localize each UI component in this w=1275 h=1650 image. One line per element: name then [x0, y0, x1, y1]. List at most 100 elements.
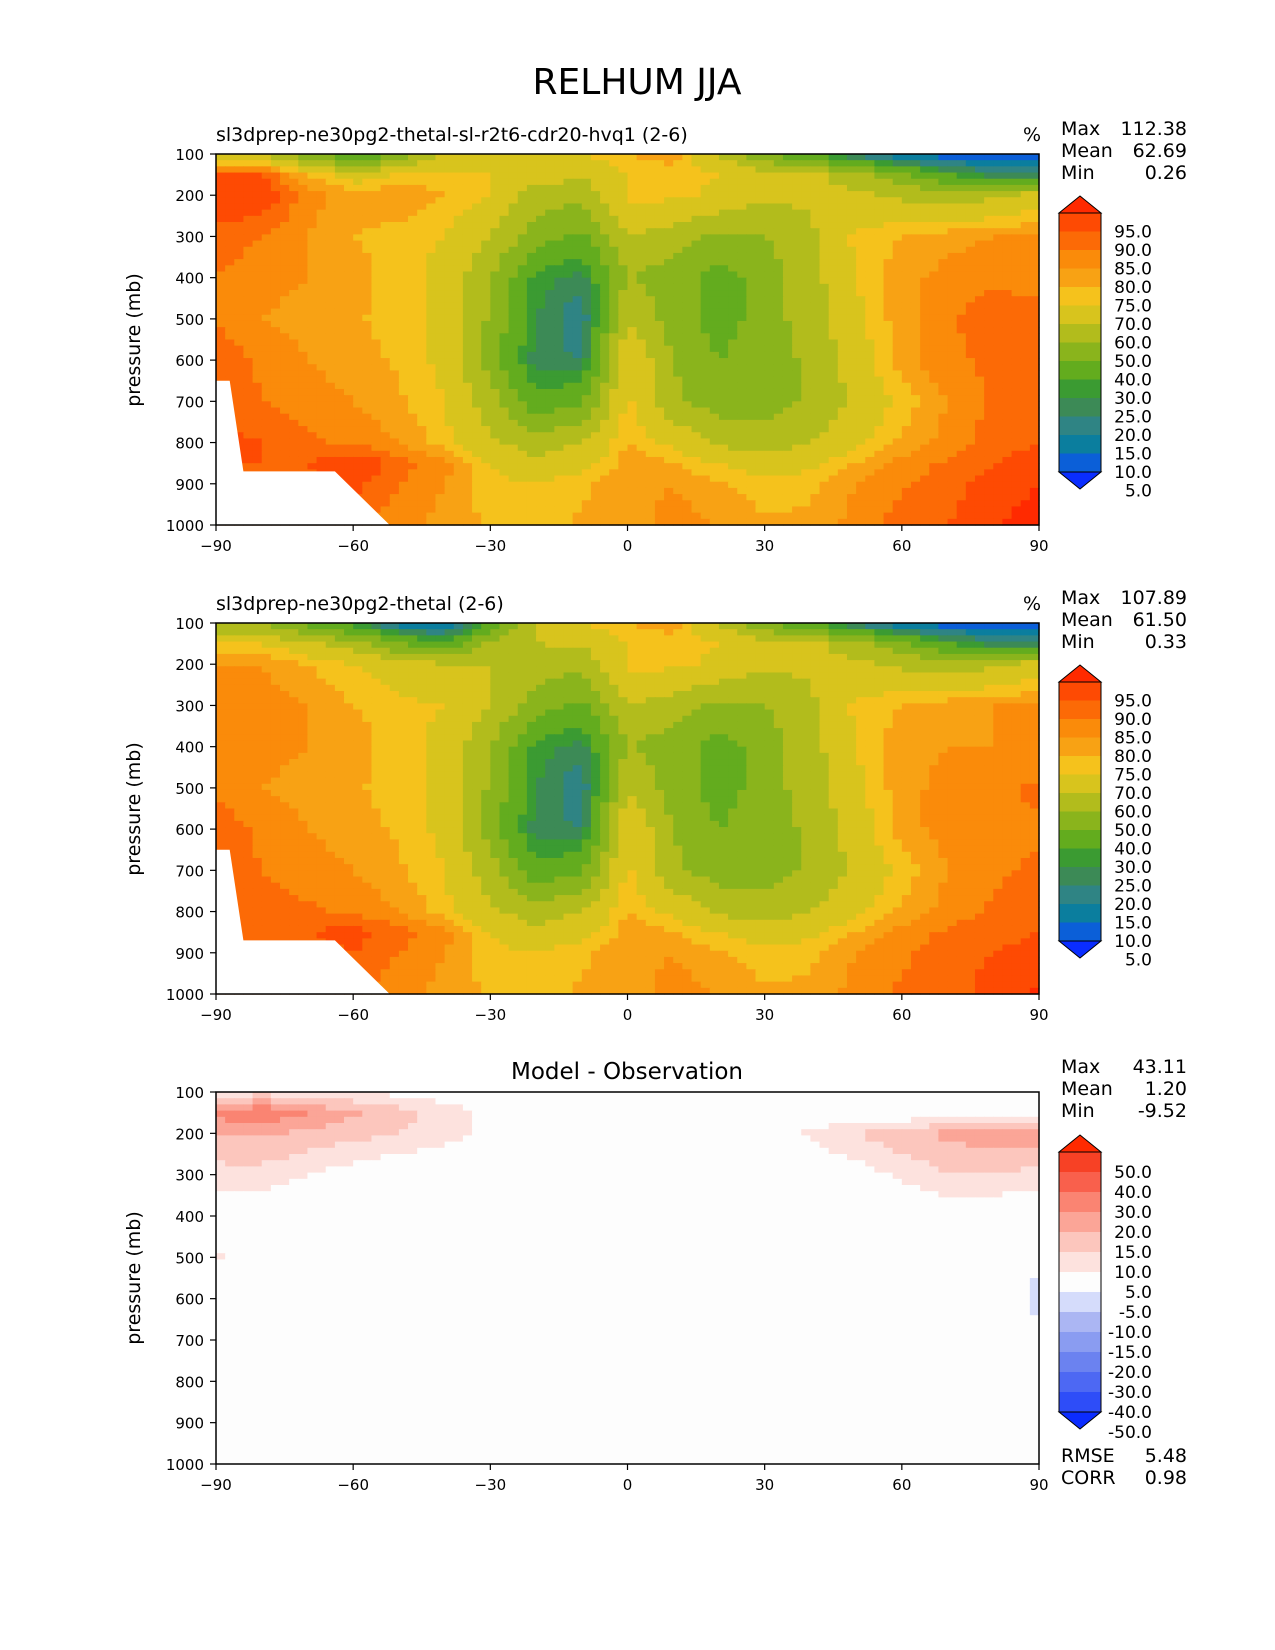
heatmap-cell — [837, 277, 848, 285]
heatmap-cell — [526, 370, 537, 378]
heatmap-cell — [856, 197, 866, 205]
heatmap-cell — [353, 413, 363, 421]
heatmap-cell — [444, 296, 455, 303]
heatmap-cell — [554, 432, 565, 440]
heatmap-cell — [426, 271, 437, 279]
heatmap-cell — [408, 364, 418, 372]
heatmap-cell — [545, 481, 555, 489]
heatmap-cell — [334, 191, 345, 198]
heatmap-cell — [472, 395, 482, 402]
heatmap-cell — [380, 494, 391, 501]
heatmap-cell — [1020, 395, 1031, 402]
heatmap-cell — [362, 259, 373, 266]
heatmap-cell — [773, 234, 784, 242]
heatmap-cell — [709, 314, 720, 322]
heatmap-cell — [563, 345, 574, 353]
heatmap-cell — [362, 172, 373, 180]
heatmap-cell — [728, 382, 738, 390]
heatmap-cell — [563, 333, 574, 341]
heatmap-cell — [389, 426, 400, 433]
heatmap-cell — [435, 302, 446, 310]
heatmap-cell — [344, 240, 354, 248]
heatmap-cell — [435, 358, 446, 365]
heatmap-cell — [353, 376, 363, 384]
heatmap-cell — [234, 209, 245, 217]
heatmap-cell — [280, 382, 290, 390]
heatmap-cell — [334, 339, 345, 347]
heatmap-cell — [1020, 463, 1031, 470]
heatmap-cell — [426, 345, 437, 353]
heatmap-cell — [362, 438, 373, 446]
heatmap-cell — [417, 438, 427, 446]
heatmap-cell — [682, 463, 693, 470]
heatmap-cell — [1020, 426, 1031, 433]
heatmap-cell — [1002, 308, 1013, 316]
heatmap-cell — [874, 407, 885, 415]
heatmap-cell — [947, 166, 958, 174]
heatmap-cell — [773, 364, 784, 372]
heatmap-cell — [590, 314, 601, 322]
heatmap-cell — [837, 240, 848, 248]
heatmap-cell — [627, 419, 638, 427]
heatmap-cell — [481, 426, 491, 433]
heatmap-cell — [398, 376, 409, 384]
heatmap-cell — [472, 283, 482, 291]
heatmap-cell — [1020, 222, 1031, 229]
heatmap-cell — [490, 308, 501, 316]
heatmap-cell — [380, 450, 391, 458]
heatmap-cell — [709, 283, 720, 291]
heatmap-cell — [353, 407, 363, 415]
heatmap-cell — [673, 252, 683, 260]
heatmap-cell — [792, 302, 802, 310]
heatmap-cell — [243, 438, 254, 446]
heatmap-cell — [389, 450, 400, 458]
heatmap-cell — [883, 469, 894, 477]
heatmap-cell — [764, 401, 775, 409]
heatmap-cell — [316, 320, 327, 328]
heatmap-cell — [910, 283, 921, 291]
heatmap-cell — [316, 283, 327, 291]
heatmap-cell — [801, 475, 811, 483]
heatmap-cell — [462, 209, 473, 217]
heatmap-cell — [910, 160, 921, 167]
heatmap-cell — [792, 160, 802, 167]
heatmap-cell — [1011, 413, 1022, 421]
heatmap-cell — [773, 333, 784, 341]
heatmap-cell — [691, 277, 702, 285]
heatmap-cell — [517, 432, 528, 440]
heatmap-cell — [316, 327, 327, 334]
heatmap-cell — [298, 444, 309, 452]
heatmap-cell — [810, 154, 821, 161]
heatmap-cell — [600, 358, 610, 365]
heatmap-cell — [709, 252, 720, 260]
heatmap-cell — [225, 184, 235, 192]
heatmap-cell — [380, 327, 391, 334]
heatmap-cell — [874, 395, 885, 402]
heatmap-cell — [408, 376, 418, 384]
heatmap-cell — [673, 246, 683, 254]
heatmap-cell — [1011, 240, 1022, 248]
heatmap-cell — [362, 426, 373, 433]
heatmap-cell — [874, 154, 885, 161]
heatmap-cell — [810, 469, 821, 477]
heatmap-cell — [453, 234, 464, 242]
heatmap-cell — [380, 259, 391, 266]
heatmap-cell — [472, 382, 482, 390]
heatmap-cell — [865, 296, 875, 303]
heatmap-cell — [654, 222, 665, 229]
heatmap-cell — [398, 463, 409, 470]
heatmap-cell — [353, 197, 363, 205]
heatmap-cell — [481, 494, 491, 501]
heatmap-cell — [947, 407, 958, 415]
heatmap-cell — [398, 382, 409, 390]
heatmap-cell — [389, 191, 400, 198]
heatmap-cell — [993, 259, 1004, 266]
heatmap-cell — [600, 469, 610, 477]
heatmap-cell — [819, 160, 830, 167]
heatmap-cell — [252, 351, 263, 359]
heatmap-cell — [773, 172, 784, 180]
heatmap-cell — [846, 327, 857, 334]
heatmap-cell — [517, 364, 528, 372]
heatmap-cell — [691, 444, 702, 452]
heatmap-cell — [481, 215, 491, 223]
